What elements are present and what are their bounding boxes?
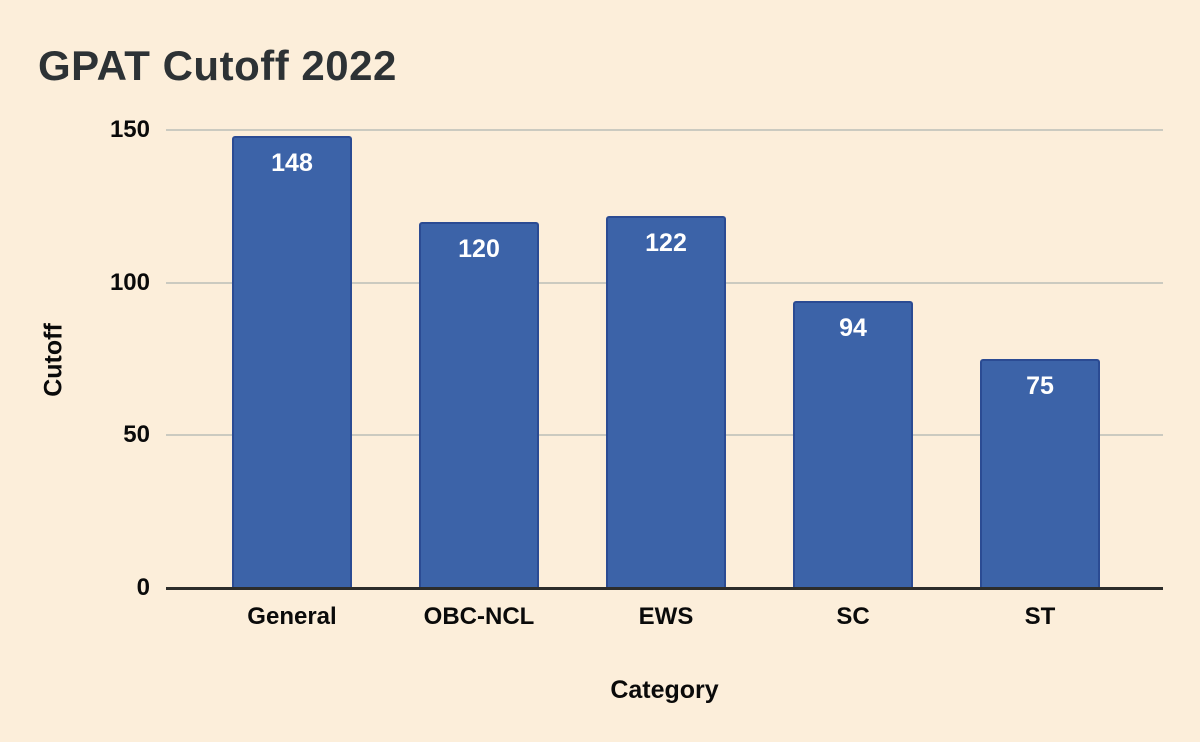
category-label-sc: SC — [836, 603, 870, 630]
category-label-ews: EWS — [638, 603, 694, 630]
bar-value-label: 75 — [1026, 372, 1054, 400]
category-label-obc-ncl: OBC-NCL — [423, 603, 535, 630]
y-tick-label: 0 — [136, 574, 150, 601]
y-axis-title: Cutoff — [39, 323, 68, 397]
bar-value-label: 122 — [645, 228, 687, 257]
y-tick-label: 100 — [109, 268, 150, 296]
chart-title: GPAT Cutoff 2022 — [38, 42, 397, 89]
category-label-st: ST — [1024, 603, 1056, 630]
bar-value-label: 120 — [458, 234, 500, 263]
bar-st: 75 — [980, 359, 1100, 588]
category-label-general: General — [247, 603, 337, 630]
bar-ews: 122 — [606, 215, 726, 588]
bar-sc: 94 — [793, 301, 913, 588]
y-tick-label: 150 — [109, 116, 150, 143]
gridline — [166, 129, 1163, 131]
bar-general: 148 — [232, 136, 352, 588]
plot-area: 148 120 122 94 75 — [166, 129, 1163, 590]
x-axis-line — [166, 587, 1163, 590]
bar-value-label: 94 — [839, 314, 867, 342]
bar-obc-ncl: 120 — [419, 221, 539, 588]
bar-value-label: 148 — [271, 149, 313, 178]
x-axis-title: Category — [610, 676, 719, 704]
y-tick-label: 50 — [123, 421, 150, 449]
